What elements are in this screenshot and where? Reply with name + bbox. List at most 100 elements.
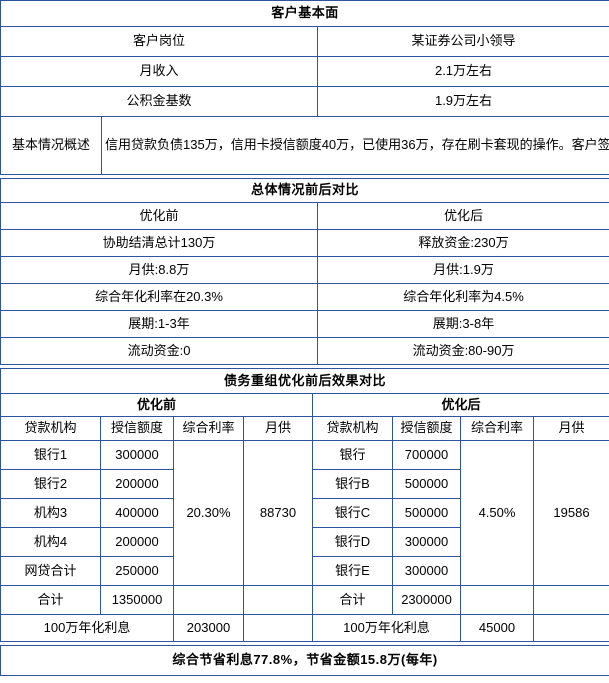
after-rate: 4.50% [460, 440, 534, 586]
interest-value-after: 45000 [460, 614, 534, 642]
table-header-row: 优化前 优化后 [0, 202, 609, 230]
col-header-after-month: 月供 [532, 416, 609, 441]
after-org-2: 银行C [312, 498, 393, 528]
overall-before-4: 流动资金:0 [0, 337, 318, 365]
overall-head-before: 优化前 [0, 202, 318, 230]
table-row: 机构4 200000 银行D 300000 [0, 527, 609, 557]
basic-label-position: 客户岗位 [0, 26, 318, 57]
overall-after-0: 释放资金:230万 [316, 229, 609, 257]
after-credit-0: 700000 [392, 440, 461, 470]
after-monthly: 19586 [532, 440, 609, 586]
table-row: 客户岗位 某证券公司小领导 [0, 26, 609, 57]
interest-value-before: 203000 [173, 614, 244, 642]
col-header-before-credit: 授信额度 [100, 416, 174, 441]
overall-after-2: 综合年化利率为4.5% [316, 283, 609, 311]
after-org-3: 银行D [312, 527, 393, 557]
table-overall-comparison: 总体情况前后对比 优化前 优化后 协助结清总计130万 释放资金:230万 月供… [0, 178, 609, 365]
table-row: 综合年化利率在20.3% 综合年化利率为4.5% [0, 283, 609, 311]
banner-debt-title: 债务重组优化前后效果对比 [0, 368, 609, 394]
table-row: 展期:1-3年 展期:3-8年 [0, 310, 609, 338]
banner-customer-basic: 客户基本面 [0, 0, 609, 27]
col-header-before-rate: 综合利率 [173, 416, 244, 441]
banner-overall-title: 总体情况前后对比 [0, 178, 609, 203]
col-header-before-org: 贷款机构 [0, 416, 101, 441]
overall-before-2: 综合年化利率在20.3% [0, 283, 318, 311]
before-org-total: 合计 [0, 585, 101, 615]
basic-value-fund-base: 1.9万左右 [316, 86, 609, 117]
before-org-1: 银行2 [0, 469, 101, 499]
overall-before-0: 协助结清总计130万 [0, 229, 318, 257]
before-rate: 20.30% [173, 440, 244, 586]
before-credit-1: 200000 [100, 469, 174, 499]
after-credit-3: 300000 [392, 527, 461, 557]
overall-before-3: 展期:1-3年 [0, 310, 318, 338]
interest-after-blank [532, 614, 609, 642]
table-row: 银行2 200000 银行B 500000 [0, 469, 609, 499]
before-credit-total: 1350000 [100, 585, 174, 615]
table-row: 流动资金:0 流动资金:80-90万 [0, 337, 609, 365]
banner-customer-basic-title: 客户基本面 [0, 0, 609, 27]
table-header-row: 贷款机构 授信额度 综合利率 月供 贷款机构 授信额度 综合利率 月供 [0, 416, 609, 441]
before-rate-blank [173, 585, 244, 615]
table-row-total: 合计 1350000 合计 2300000 [0, 585, 609, 615]
after-credit-2: 500000 [392, 498, 461, 528]
table-row: 月收入 2.1万左右 [0, 56, 609, 87]
before-org-2: 机构3 [0, 498, 101, 528]
after-credit-1: 500000 [392, 469, 461, 499]
col-header-after-credit: 授信额度 [392, 416, 461, 441]
table-debt-restructure: 债务重组优化前后效果对比 优化前 优化后 贷款机构 授信额度 综合利率 月供 贷… [0, 368, 609, 642]
table-row: 协助结清总计130万 释放资金:230万 [0, 229, 609, 257]
overall-head-after: 优化后 [316, 202, 609, 230]
before-org-4: 网贷合计 [0, 556, 101, 586]
before-credit-3: 200000 [100, 527, 174, 557]
interest-before-blank [243, 614, 313, 642]
before-monthly: 88730 [243, 440, 313, 586]
debt-sub-before: 优化前 [0, 393, 313, 417]
footer-summary-text: 综合节省利息77.8%，节省金额15.8万(每年) [0, 645, 609, 676]
before-credit-2: 400000 [100, 498, 174, 528]
overall-after-4: 流动资金:80-90万 [316, 337, 609, 365]
after-credit-total: 2300000 [392, 585, 461, 615]
banner-overall: 总体情况前后对比 [0, 178, 609, 203]
table-row: 网贷合计 250000 银行E 300000 [0, 556, 609, 586]
before-credit-4: 250000 [100, 556, 174, 586]
before-org-0: 银行1 [0, 440, 101, 470]
subbanner-debt: 优化前 优化后 [0, 393, 609, 417]
col-header-before-month: 月供 [243, 416, 313, 441]
after-org-total: 合计 [312, 585, 393, 615]
before-credit-0: 300000 [100, 440, 174, 470]
after-org-1: 银行B [312, 469, 393, 499]
overall-after-3: 展期:3-8年 [316, 310, 609, 338]
section-spacer [0, 175, 609, 178]
summary-label: 基本情况概述 [0, 116, 102, 175]
summary-text: 信用贷款负债135万，信用卡授信额度40万，已使用36万，存在刷卡套现的操作。客… [100, 116, 609, 175]
table-row-annual-interest: 100万年化利息 203000 100万年化利息 45000 [0, 614, 609, 642]
after-org-4: 银行E [312, 556, 393, 586]
col-header-after-org: 贷款机构 [312, 416, 393, 441]
banner-footer: 综合节省利息77.8%，节省金额15.8万(每年) [0, 645, 609, 676]
after-rate-blank [460, 585, 534, 615]
overall-after-1: 月供:1.9万 [316, 256, 609, 284]
after-org-0: 银行 [312, 440, 393, 470]
after-credit-4: 300000 [392, 556, 461, 586]
table-footer: 综合节省利息77.8%，节省金额15.8万(每年) [0, 645, 609, 676]
interest-label-before: 100万年化利息 [0, 614, 174, 642]
after-monthly-blank [532, 585, 609, 615]
interest-label-after: 100万年化利息 [312, 614, 461, 642]
section-spacer [0, 365, 609, 368]
overall-before-1: 月供:8.8万 [0, 256, 318, 284]
table-row: 公积金基数 1.9万左右 [0, 86, 609, 117]
col-header-after-rate: 综合利率 [460, 416, 534, 441]
table-customer-basic: 客户基本面 客户岗位 某证券公司小领导 月收入 2.1万左右 公积金基数 1.9… [0, 0, 609, 175]
basic-label-fund-base: 公积金基数 [0, 86, 318, 117]
debt-sub-after: 优化后 [311, 393, 609, 417]
table-row: 银行1 300000 20.30% 88730 银行 700000 4.50% … [0, 440, 609, 586]
basic-label-income: 月收入 [0, 56, 318, 87]
table-row-summary: 基本情况概述 信用贷款负债135万，信用卡授信额度40万，已使用36万，存在刷卡… [0, 116, 609, 175]
table-row: 月供:8.8万 月供:1.9万 [0, 256, 609, 284]
basic-value-position: 某证券公司小领导 [316, 26, 609, 57]
table-row: 机构3 400000 银行C 500000 [0, 498, 609, 528]
before-monthly-blank [243, 585, 313, 615]
basic-value-income: 2.1万左右 [316, 56, 609, 87]
